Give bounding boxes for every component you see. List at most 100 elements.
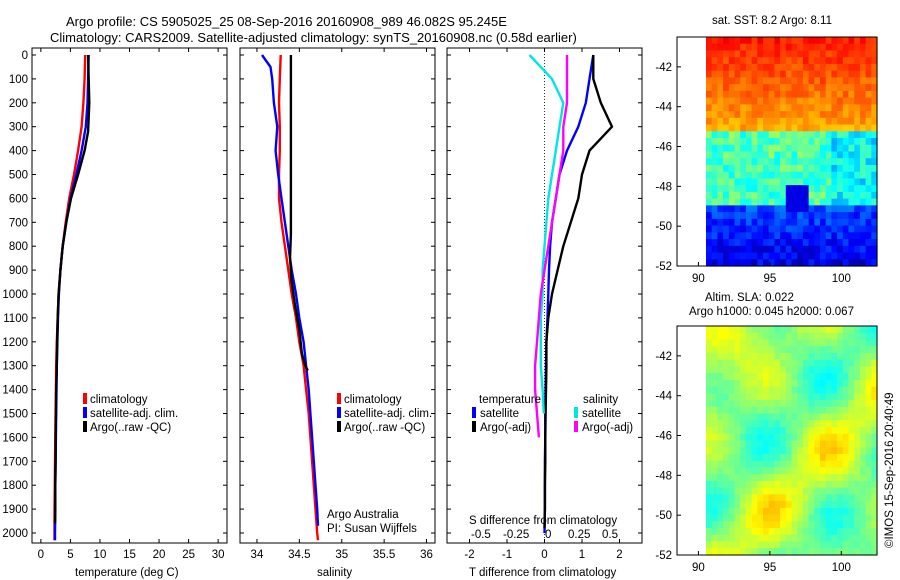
heatmap-cell — [717, 77, 724, 85]
heatmap-cell — [723, 514, 730, 522]
s-difference-label: S difference from climatology — [469, 515, 617, 527]
heatmap-cell — [780, 97, 787, 105]
heatmap-cell — [842, 171, 850, 180]
heatmap-cell — [728, 57, 736, 65]
heatmap-cell — [837, 198, 844, 206]
heatmap-cell — [751, 232, 758, 240]
heatmap-cell — [785, 359, 793, 368]
heatmap-cell — [825, 393, 832, 401]
heatmap-cell — [802, 84, 810, 92]
lat-tick-label: -44 — [655, 102, 672, 114]
heatmap-cell — [842, 218, 850, 227]
info-line1: Argo Australia — [327, 509, 399, 521]
heatmap-cell — [768, 164, 775, 173]
heatmap-cell — [734, 447, 741, 455]
heatmap-cell — [768, 50, 775, 58]
heatmap-cell — [745, 70, 753, 79]
heatmap-cell — [848, 386, 855, 394]
heatmap-cell — [706, 239, 713, 247]
heatmap-cell — [774, 198, 781, 206]
heatmap-cell — [859, 373, 867, 381]
heatmap-cell — [757, 144, 764, 153]
heatmap-cell — [717, 393, 724, 401]
heatmap-cell — [808, 185, 815, 193]
heatmap-cell — [831, 50, 838, 58]
heatmap-cell — [825, 151, 832, 159]
heatmap-cell — [740, 433, 747, 442]
heatmap-cell — [791, 326, 798, 334]
heatmap-cell — [717, 373, 724, 381]
heatmap-cell — [728, 218, 736, 227]
heatmap-cell — [774, 487, 781, 495]
heatmap-cell — [842, 232, 850, 240]
heatmap-cell — [751, 117, 758, 126]
heatmap-cell — [723, 393, 730, 401]
heatmap-cell — [865, 37, 872, 45]
heatmap-cell — [865, 521, 872, 529]
heatmap-cell — [871, 521, 878, 529]
heatmap-cell — [865, 124, 872, 132]
heatmap-cell — [820, 205, 827, 213]
heatmap-cell — [831, 117, 838, 126]
heatmap-cell — [780, 427, 787, 435]
heatmap-cell — [854, 43, 861, 52]
heatmap-cell — [785, 501, 793, 509]
heatmap-cell — [785, 352, 793, 361]
heatmap-cell — [825, 427, 832, 435]
heatmap-cell — [797, 252, 804, 260]
heatmap-cell — [820, 541, 827, 549]
heatmap-cell — [848, 427, 855, 435]
s-tick-label: -0.25 — [503, 529, 529, 541]
heatmap-cell — [808, 541, 815, 549]
heatmap-cell — [802, 379, 810, 388]
heatmap-cell — [717, 245, 724, 254]
heatmap-cell — [825, 104, 832, 112]
heatmap-cell — [723, 218, 730, 227]
heatmap-cell — [825, 359, 832, 368]
heatmap-cell — [728, 171, 736, 180]
heatmap-cell — [745, 487, 753, 495]
heatmap-cell — [728, 474, 736, 482]
heatmap-cell — [785, 164, 793, 173]
heatmap-cell — [723, 124, 730, 132]
heatmap-cell — [711, 521, 718, 529]
heatmap-cell — [717, 467, 724, 475]
heatmap-cell — [854, 131, 861, 139]
heatmap-cell — [865, 138, 872, 146]
heatmap-cell — [871, 359, 878, 368]
heatmap-cell — [717, 332, 724, 341]
heatmap-cell — [706, 212, 713, 220]
heatmap-cell — [763, 440, 770, 448]
heatmap-cell — [871, 111, 878, 119]
heatmap-cell — [842, 359, 850, 368]
s-tick-label: 0 — [545, 529, 551, 541]
heatmap-cell — [837, 379, 844, 388]
heatmap-cell — [871, 90, 878, 99]
heatmap-cell — [854, 447, 861, 455]
heatmap-cell — [825, 63, 832, 72]
heatmap-cell — [723, 487, 730, 495]
heatmap-cell — [717, 346, 724, 354]
heatmap-cell — [854, 205, 861, 213]
heatmap-cell — [837, 541, 844, 549]
heatmap-cell — [711, 239, 718, 247]
heatmap-cell — [848, 218, 855, 227]
heatmap-cell — [711, 326, 718, 334]
heatmap-cell — [740, 84, 747, 92]
heatmap-cell — [768, 507, 775, 516]
heatmap-cell — [820, 239, 827, 247]
heatmap-cell — [706, 400, 713, 408]
heatmap-cell — [854, 406, 861, 415]
heatmap-cell — [763, 480, 770, 489]
heatmap-cell — [831, 70, 838, 79]
heatmap-cell — [768, 400, 775, 408]
heatmap-cell — [871, 373, 878, 381]
heatmap-cell — [763, 84, 770, 92]
heatmap-cell — [865, 225, 872, 233]
heatmap-cell — [785, 131, 793, 139]
heatmap-cell — [723, 400, 730, 408]
heatmap-cell — [723, 494, 730, 502]
heatmap-cell — [723, 191, 730, 200]
heatmap-cell — [774, 413, 781, 421]
heatmap-cell — [717, 400, 724, 408]
